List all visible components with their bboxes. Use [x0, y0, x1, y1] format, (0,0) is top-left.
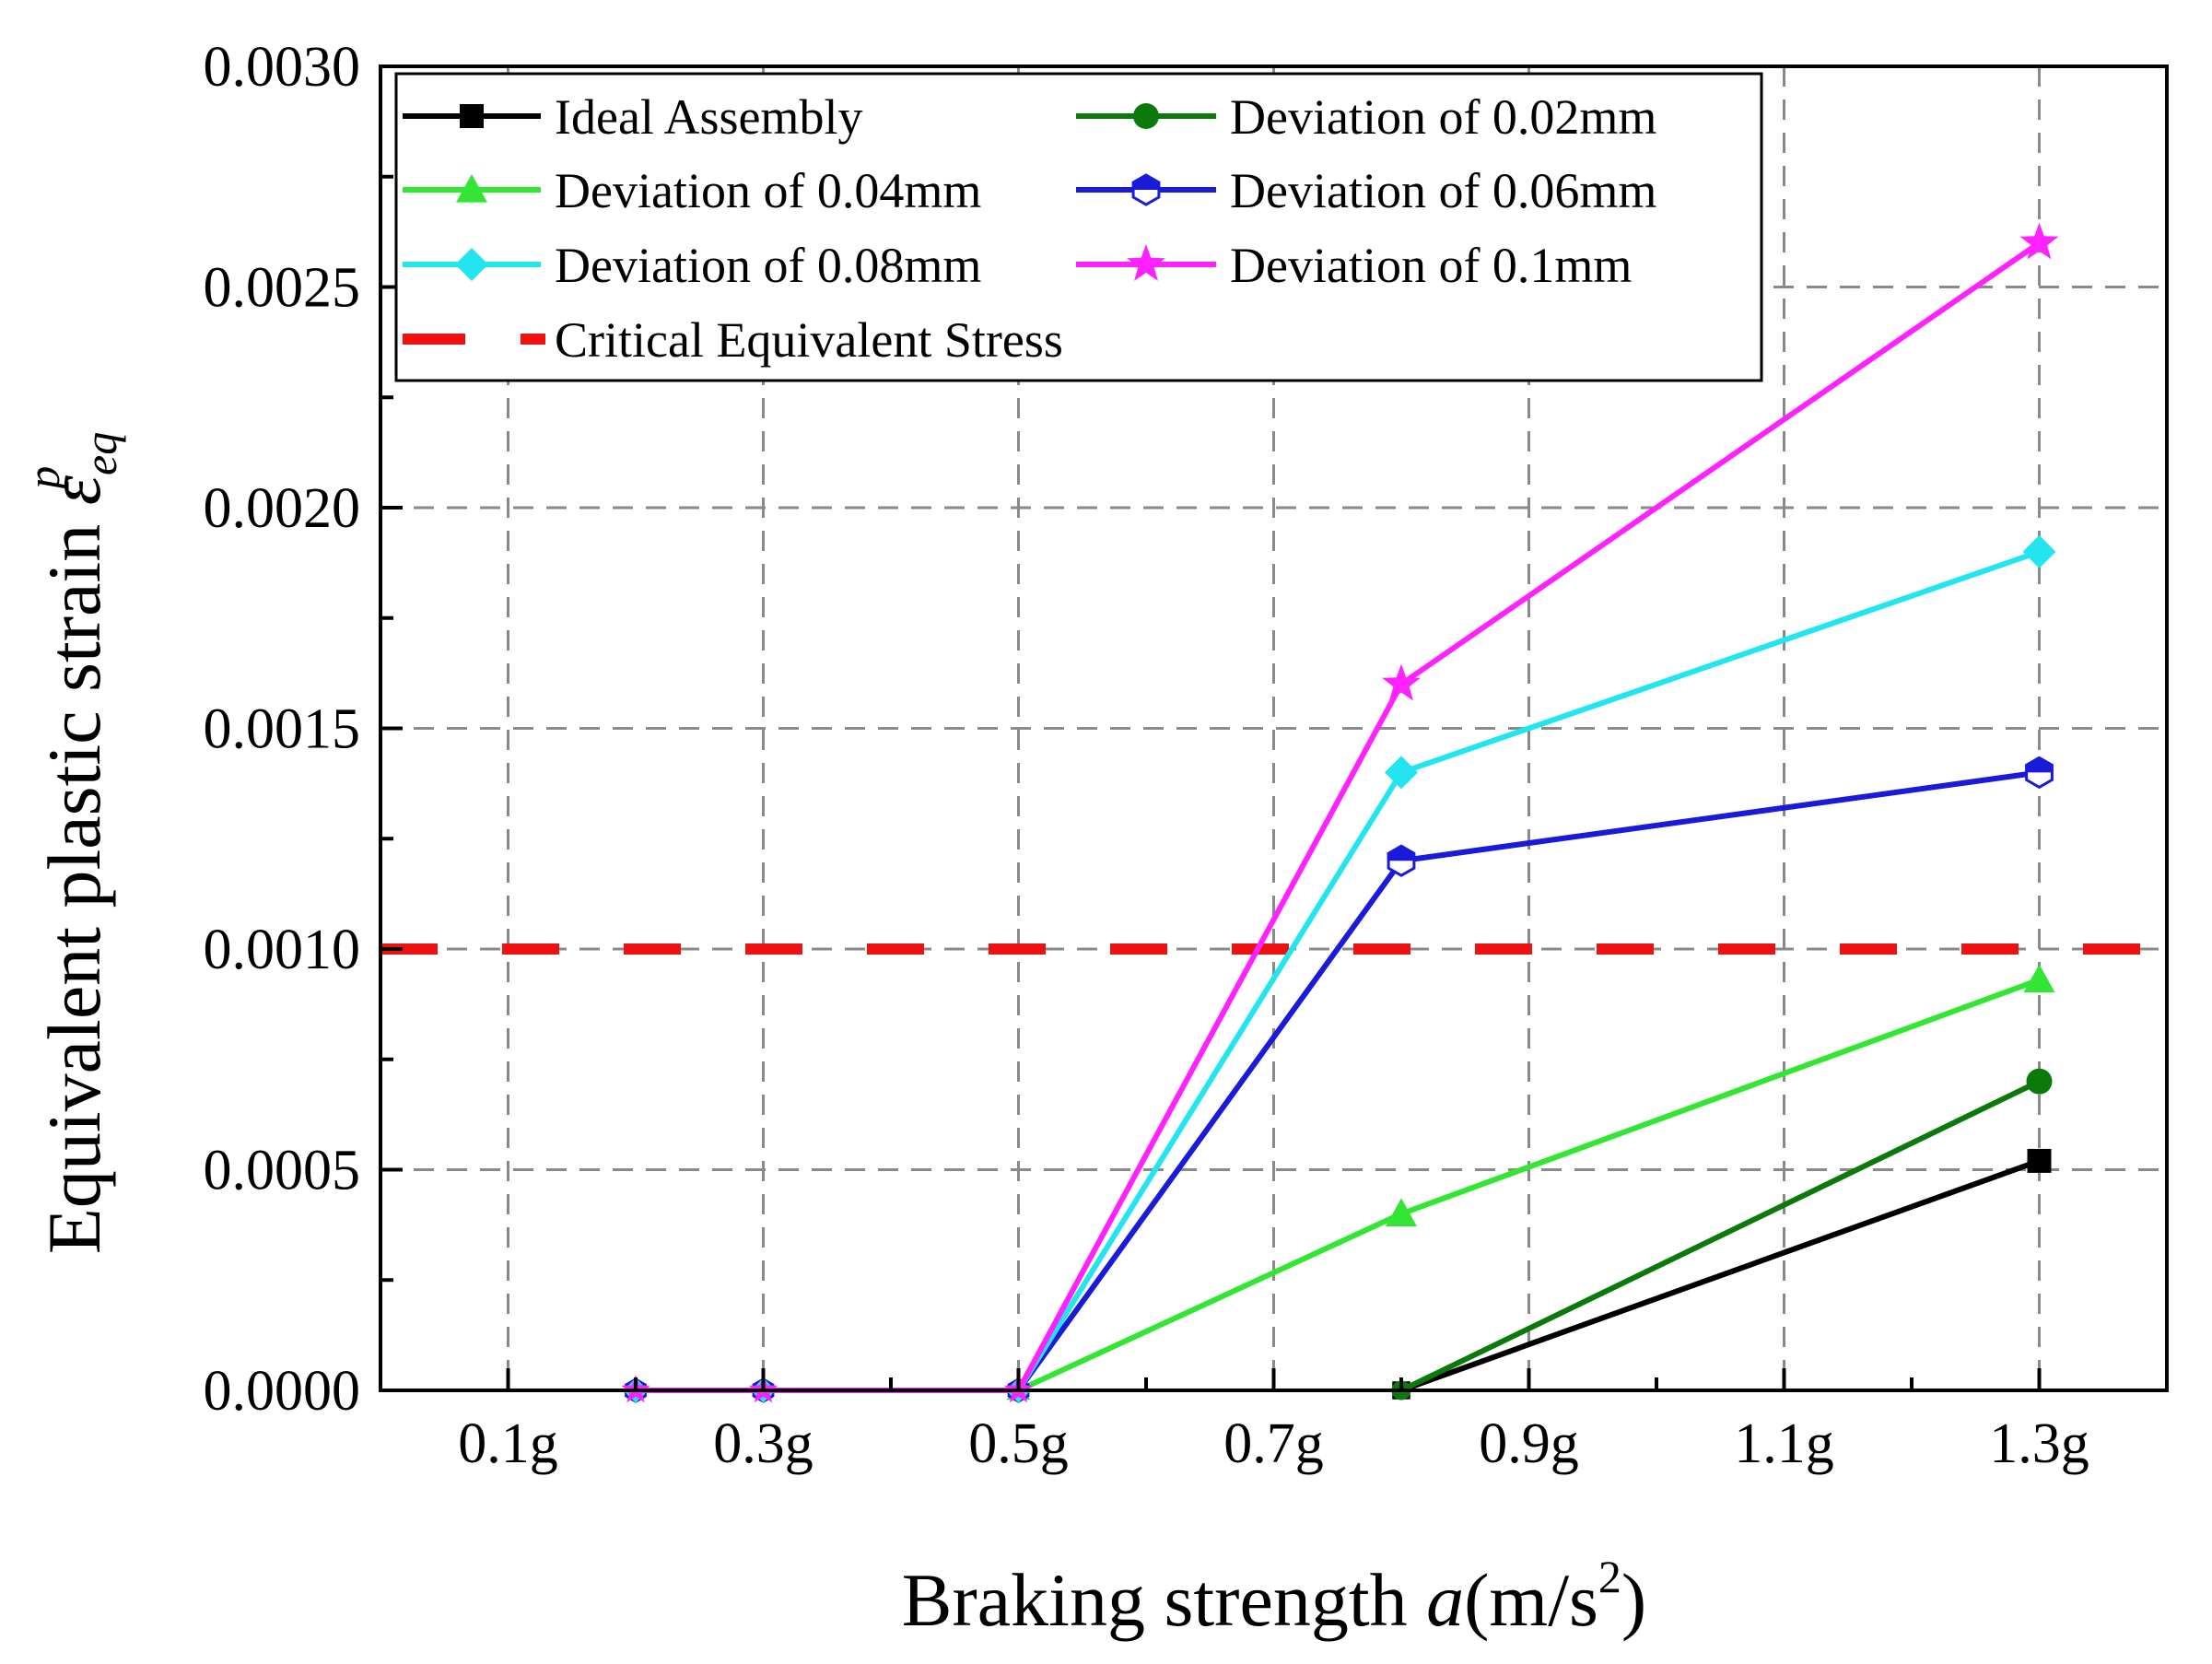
x-axis-title-unit-sup: 2	[1598, 1551, 1621, 1602]
series-0	[1392, 1148, 2052, 1400]
legend-label: Critical Equivalent Stress	[555, 312, 1063, 368]
x-axis-title-var: a	[1426, 1558, 1464, 1642]
series-line-0	[1399, 1158, 2041, 1393]
legend-entry-3: Deviation of 0.06mm	[1076, 163, 1656, 218]
legend-label: Deviation of 0.1mm	[1230, 238, 1632, 293]
data-point-4-4	[2022, 534, 2056, 568]
legend-label: Deviation of 0.08mm	[555, 238, 981, 293]
x-tick-label: 1.1g	[1734, 1412, 1834, 1475]
x-tick-label: 0.3g	[713, 1412, 813, 1475]
legend-label: Ideal Assembly	[555, 89, 862, 145]
y-tick-label: 0.0000	[204, 1360, 361, 1423]
y-axis-title: Equivalent plastic strain εeqp	[18, 432, 126, 1254]
data-point-5-3	[1382, 663, 1421, 701]
legend-swatch-marker	[455, 248, 488, 281]
data-point-0-1	[2027, 1148, 2052, 1173]
legend-swatch-marker	[1133, 103, 1159, 129]
series-line-5	[636, 240, 2042, 1393]
x-tick-label: 1.3g	[1989, 1412, 2089, 1475]
legend-swatch-marker	[456, 174, 487, 203]
y-tick-label: 0.0020	[204, 477, 361, 540]
series-line-3	[636, 769, 2040, 1393]
series-line-1	[1399, 1078, 2041, 1393]
data-point-3-4	[2025, 756, 2054, 790]
data-point-2-1	[1386, 1198, 1417, 1226]
x-axis-title-text: Braking strength	[902, 1558, 1426, 1642]
axes-layer: 0.1g 0.3g 0.5g 0.7g 0.9g 1.1g 1.3g 0.0000 0.0005…	[204, 36, 2169, 1475]
legend-entry-0: Ideal Assembly	[403, 89, 862, 145]
x-axis-title-unit-close: )	[1621, 1558, 1646, 1642]
series-line-4	[636, 549, 2041, 1393]
legend: Ideal Assembly Deviation of 0.02mm Deviati…	[394, 72, 1763, 382]
legend-box	[394, 72, 1763, 382]
y-axis-title-sup: p	[18, 466, 69, 492]
x-tick-label: 0.9g	[1479, 1412, 1579, 1475]
data-point-5-4	[2019, 222, 2059, 260]
x-tick-label: 0.7g	[1223, 1412, 1324, 1475]
x-tick-label: 0.5g	[968, 1412, 1069, 1475]
legend-entry-1: Deviation of 0.02mm	[1076, 89, 1656, 145]
legend-label: Deviation of 0.06mm	[1230, 163, 1656, 218]
series-4	[623, 534, 2056, 1403]
legend-entry-2: Deviation of 0.04mm	[403, 163, 981, 218]
x-tick-label: 0.1g	[458, 1412, 558, 1475]
y-tick-label: 0.0025	[204, 257, 361, 320]
data-point-3-3-fill	[1388, 846, 1414, 861]
data-point-1-1	[2026, 1068, 2053, 1095]
series-2	[1006, 964, 2055, 1400]
data-point-2-2	[2023, 964, 2055, 993]
legend-swatch-marker	[1131, 173, 1161, 206]
legend-label: Deviation of 0.04mm	[555, 163, 981, 218]
legend-swatch-marker	[460, 104, 484, 128]
data-point-4-3	[1385, 756, 1418, 790]
series-5	[621, 222, 2059, 1403]
data-point-3-3	[1387, 844, 1416, 877]
y-axis-title-symbol: ε	[32, 475, 116, 505]
series-layer	[621, 222, 2059, 1403]
legend-swatch-marker-fill	[1133, 175, 1159, 190]
legend-swatch-marker	[1127, 244, 1165, 281]
series-1	[1391, 1068, 2053, 1400]
series-3	[625, 756, 2054, 1403]
y-axis-title-sub: eq	[75, 432, 126, 475]
y-tick-label: 0.0015	[204, 698, 361, 761]
x-axis-title-unit: (m/s	[1464, 1558, 1598, 1642]
data-point-3-4-fill	[2026, 757, 2053, 773]
y-tick-label: 0.0010	[204, 919, 361, 981]
legend-label: Deviation of 0.02mm	[1230, 89, 1656, 145]
legend-entry-reference: Critical Equivalent Stress	[403, 312, 1063, 368]
y-axis-title-text: Equivalent plastic strain	[32, 505, 116, 1254]
y-tick-label: 0.0030	[204, 36, 361, 99]
x-axis-title: Braking strength a(m/s2)	[902, 1551, 1646, 1642]
legend-entry-5: Deviation of 0.1mm	[1076, 238, 1632, 293]
legend-entry-4: Deviation of 0.08mm	[403, 238, 981, 293]
y-tick-label: 0.0005	[204, 1140, 361, 1202]
